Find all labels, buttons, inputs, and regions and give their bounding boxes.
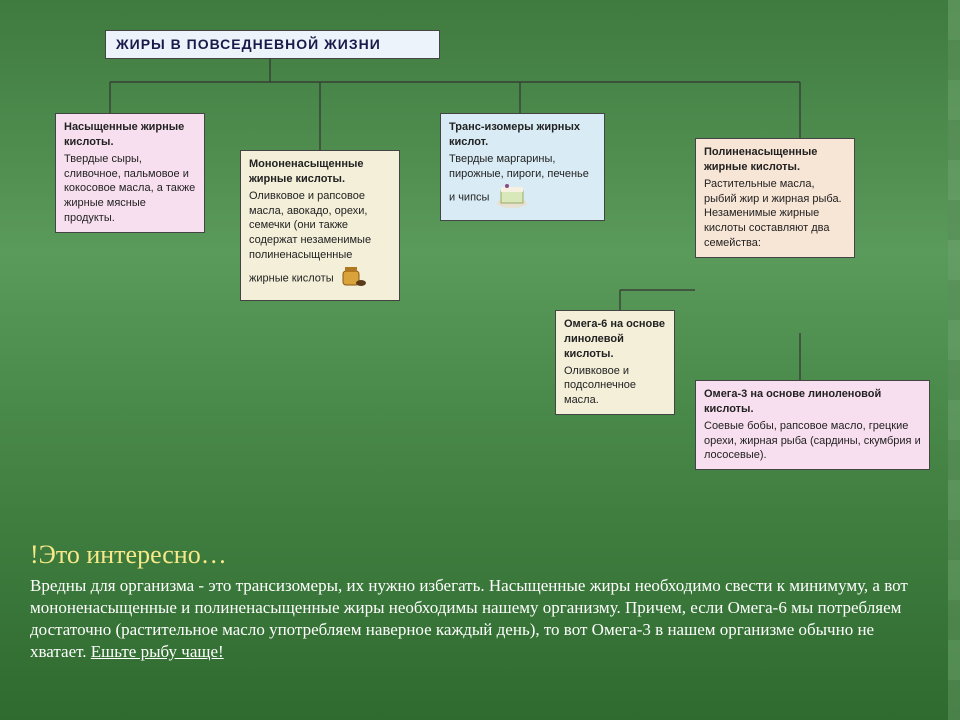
node-mono-title: Мононенасыщенные жирные кислоты. — [249, 157, 391, 187]
node-saturated-title: Насыщенные жирные кислоты. — [64, 120, 196, 150]
node-poly: Полиненасыщенные жирные кислоты. Растите… — [695, 138, 855, 258]
node-omega3-body: Соевые бобы, рапсовое масло, грецкие оре… — [704, 420, 921, 462]
node-poly-title: Полиненасыщенные жирные кислоты. — [704, 145, 846, 175]
node-mono: Мононенасыщенные жирные кислоты. Оливков… — [240, 150, 400, 301]
node-omega6-body: Оливковое и подсолнечное масла. — [564, 365, 636, 407]
body-paragraph-underline: Ешьте рыбу чаще! — [91, 642, 224, 661]
diagram-header-text: ЖИРЫ В ПОВСЕДНЕВНОЙ ЖИЗНИ — [116, 36, 381, 52]
right-accent-bar — [948, 0, 960, 720]
node-trans-title: Транс-изомеры жирных кислот. — [449, 120, 596, 150]
cake-icon — [495, 181, 529, 214]
node-omega6-title: Омега-6 на основе линолевой кислоты. — [564, 317, 666, 362]
node-omega3-title: Омега-3 на основе линоленовой кислоты. — [704, 387, 921, 417]
node-saturated-body: Твердые сыры, сливочное, пальмовое и кок… — [64, 153, 195, 224]
interesting-heading: !Это интересно… — [30, 540, 227, 570]
jar-icon — [339, 263, 367, 294]
node-omega3: Омега-3 на основе линоленовой кислоты. С… — [695, 380, 930, 470]
node-trans: Транс-изомеры жирных кислот. Твердые мар… — [440, 113, 605, 221]
node-omega6: Омега-6 на основе линолевой кислоты. Оли… — [555, 310, 675, 415]
node-poly-body: Растительные масла, рыбий жир и жирная р… — [704, 178, 842, 249]
body-paragraph: Вредны для организма - это трансизомеры,… — [30, 575, 930, 663]
diagram-header: ЖИРЫ В ПОВСЕДНЕВНОЙ ЖИЗНИ — [105, 30, 440, 59]
node-saturated: Насыщенные жирные кислоты. Твердые сыры,… — [55, 113, 205, 233]
